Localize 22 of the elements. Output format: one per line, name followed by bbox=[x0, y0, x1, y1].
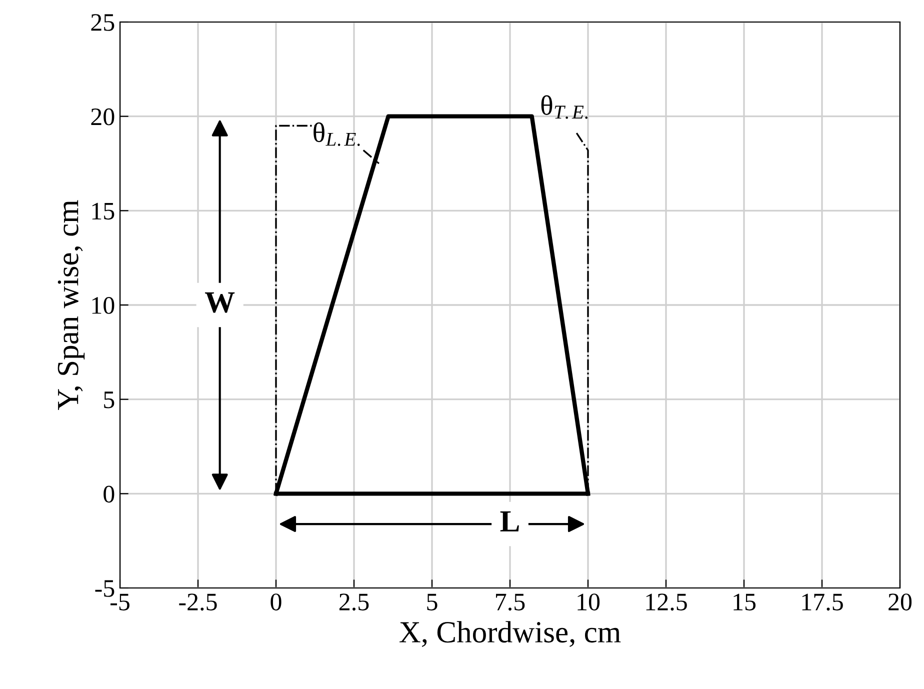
x-axis-title: X, Chordwise, cm bbox=[399, 621, 621, 647]
y-tick-label: 25 bbox=[91, 14, 114, 31]
x-tick-label: 5 bbox=[427, 594, 438, 610]
annotation: W bbox=[204, 292, 235, 313]
y-tick-label: 5 bbox=[104, 392, 114, 408]
annotation: θ$_{L.E.}$ bbox=[314, 122, 360, 146]
x-tick-label: 10 bbox=[578, 594, 600, 610]
y-tick-label: 15 bbox=[92, 202, 114, 220]
y-tick-label: 0 bbox=[104, 486, 114, 503]
x-tick-label: 20 bbox=[888, 594, 912, 610]
x-tick-label: 17.5 bbox=[802, 594, 843, 611]
annotation: L bbox=[500, 511, 519, 532]
x-tick-label: 12.5 bbox=[646, 594, 687, 611]
x-tick-label: -2.5 bbox=[179, 594, 217, 611]
y-tick-label: 10 bbox=[92, 297, 114, 314]
x-tick-label: 2.5 bbox=[339, 594, 369, 611]
annotation: θ$_{T.E.}$ bbox=[541, 95, 588, 119]
x-tick-label: 7.5 bbox=[496, 594, 525, 611]
y-tick-label: 20 bbox=[91, 108, 114, 126]
y-axis-title: Y, Span wise, cm bbox=[58, 200, 85, 410]
x-tick-label: 0 bbox=[270, 594, 282, 610]
x-tick-label: 15 bbox=[734, 594, 756, 610]
